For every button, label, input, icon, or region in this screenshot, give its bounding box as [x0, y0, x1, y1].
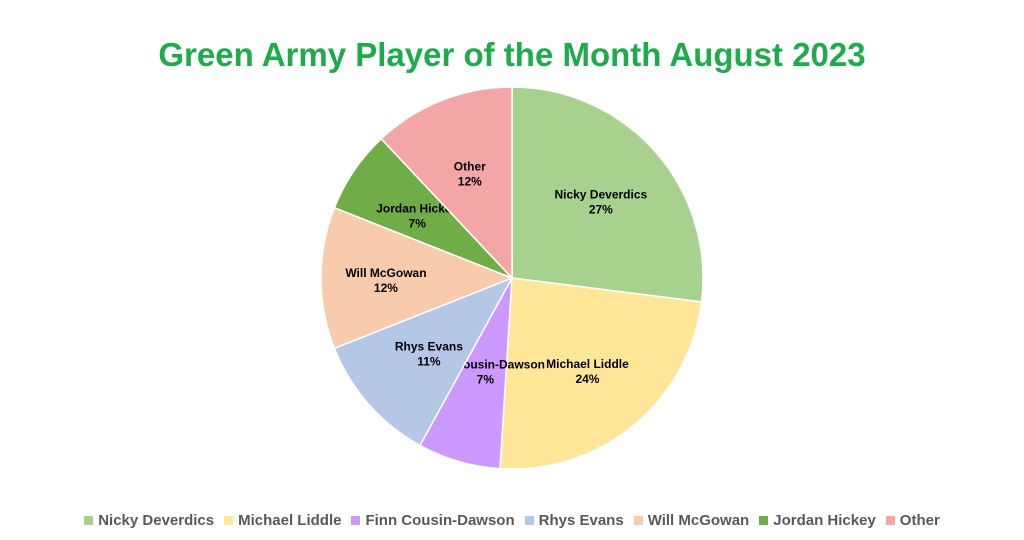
legend-swatch	[759, 516, 769, 525]
slice-name-label: Nicky Deverdics	[554, 188, 647, 202]
slice-percent-label: 7%	[409, 217, 427, 231]
slice-name-label: Jordan Hickey	[376, 202, 458, 216]
slice-percent-label: 11%	[417, 354, 441, 368]
legend-item: Michael Liddle	[224, 512, 341, 529]
legend-label: Other	[899, 512, 940, 529]
legend-swatch	[84, 516, 94, 525]
legend-item: Jordan Hickey	[759, 512, 876, 529]
slice-percent-label: 27%	[589, 203, 613, 217]
pie-slice-will-mcgowan	[320, 206, 515, 350]
legend-label: Jordan Hickey	[773, 512, 876, 529]
slice-name-label: Will McGowan	[345, 266, 426, 280]
pie-slice-nicky-deverdics	[511, 86, 704, 303]
legend-item: Rhys Evans	[524, 512, 624, 529]
slice-name-label: Rhys Evans	[395, 339, 463, 353]
legend-label: Finn Cousin-Dawson	[365, 512, 515, 529]
pie-slice-other	[380, 86, 513, 280]
legend-swatch	[633, 516, 643, 525]
slice-percent-label: 24%	[575, 372, 599, 386]
chart-title: Green Army Player of the Month August 20…	[158, 36, 866, 73]
legend-label: Nicky Deverdics	[98, 512, 215, 529]
legend-swatch	[351, 516, 361, 525]
pie-slice-rhys-evans	[333, 276, 514, 447]
legend-item: Will McGowan	[633, 512, 750, 529]
slice-name-label: Other	[454, 159, 486, 173]
legend-swatch	[885, 516, 895, 525]
legend: Nicky Deverdics Michael Liddle Finn Cousin…	[0, 512, 1024, 529]
legend-item: Finn Cousin-Dawson	[351, 512, 515, 529]
legend-item: Other	[885, 512, 940, 529]
slice-percent-label: 12%	[458, 174, 482, 188]
slice-percent-label: 7%	[477, 373, 495, 387]
legend-swatch	[524, 516, 534, 525]
legend-label: Michael Liddle	[238, 512, 342, 529]
legend-label: Rhys Evans	[538, 512, 624, 529]
legend-label: Will McGowan	[647, 512, 750, 529]
slice-percent-label: 12%	[374, 281, 398, 295]
slice-name-label: Michael Liddle	[546, 357, 629, 371]
legend-swatch	[224, 516, 234, 525]
legend-item: Nicky Deverdics	[84, 512, 214, 529]
pie-slice-michael-liddle	[499, 277, 703, 470]
